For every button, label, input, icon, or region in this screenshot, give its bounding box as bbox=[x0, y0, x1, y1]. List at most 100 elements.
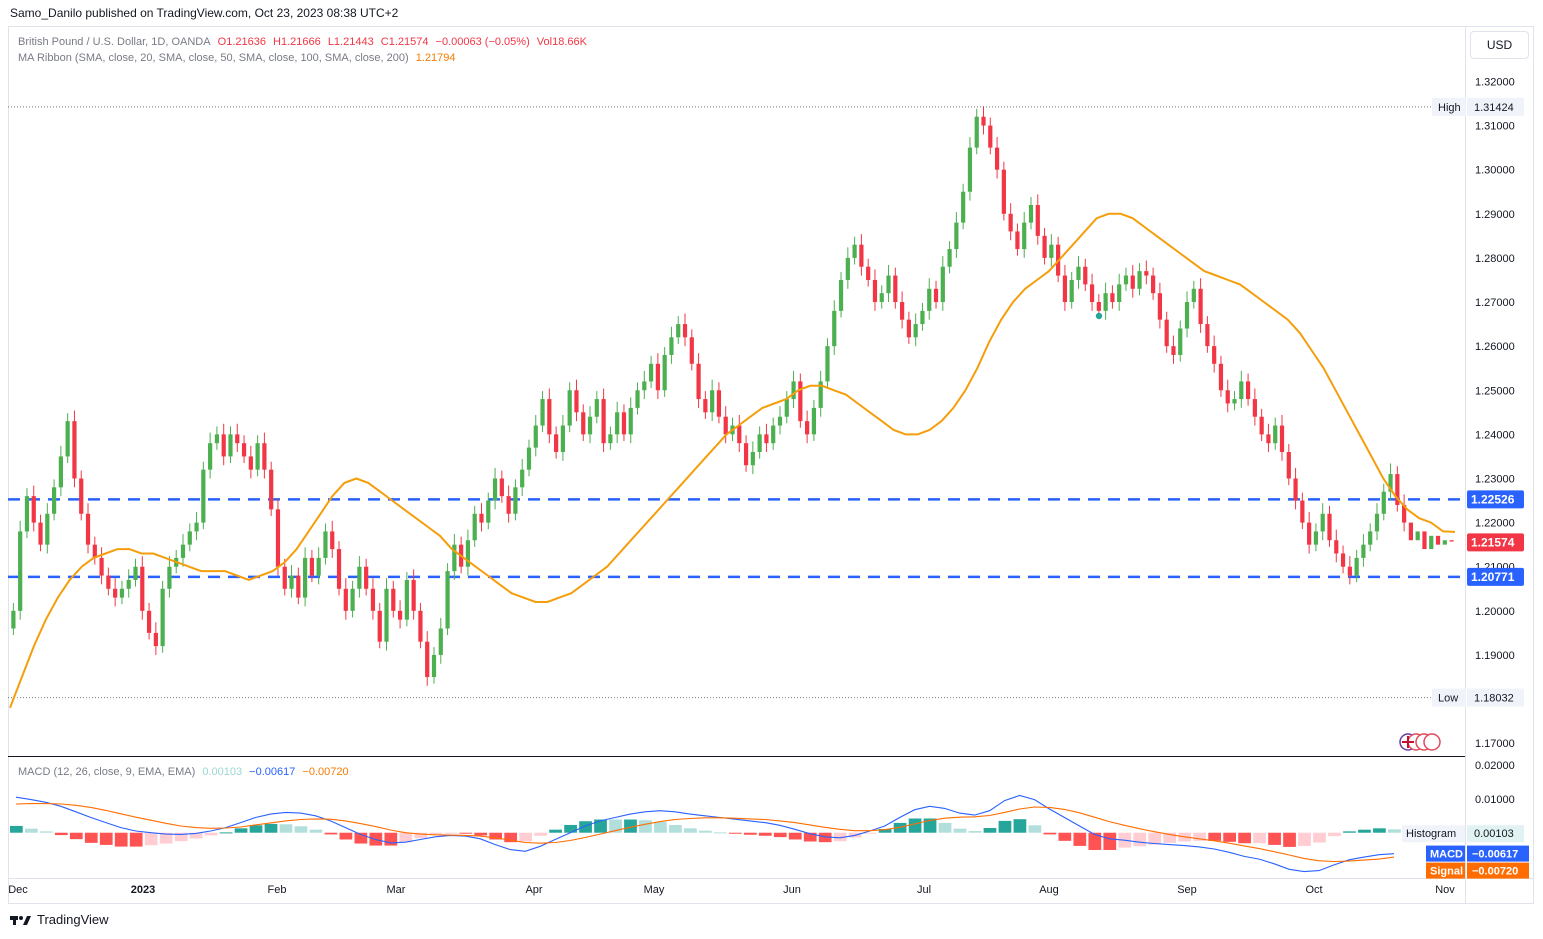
macd-histogram-bar bbox=[414, 832, 428, 839]
candle-body bbox=[214, 434, 220, 444]
candle-body bbox=[1442, 540, 1447, 545]
macd-histogram-bar bbox=[923, 818, 937, 833]
symbol-name[interactable]: British Pound / U.S. Dollar, 1D, OANDA bbox=[18, 36, 211, 48]
ma-legend: MA Ribbon (SMA, close, 20, SMA, close, 5… bbox=[18, 52, 460, 64]
last-price-badge-value: 1.21574 bbox=[1471, 535, 1515, 549]
extreme-value: 1.31424 bbox=[1474, 102, 1514, 114]
candle-body bbox=[723, 416, 728, 435]
y-tick-label: 1.28000 bbox=[1475, 253, 1515, 265]
candle-body bbox=[689, 337, 694, 364]
candle-body bbox=[947, 249, 952, 267]
candle-body bbox=[377, 610, 382, 642]
candle-body bbox=[1022, 222, 1027, 250]
candle-body bbox=[160, 588, 165, 647]
candle-body bbox=[248, 456, 253, 470]
candle-body bbox=[45, 513, 50, 545]
support-badge-bg bbox=[1467, 567, 1524, 586]
macd-histogram-bar bbox=[429, 832, 443, 835]
macd-histogram-bar bbox=[564, 824, 577, 833]
candle-body bbox=[99, 557, 104, 576]
macd-histogram-bar bbox=[279, 824, 293, 833]
macd-label[interactable]: MACD (12, 26, close, 9, EMA, EMA) bbox=[18, 766, 196, 778]
macd-histogram-bar bbox=[114, 832, 128, 847]
candle-body bbox=[343, 588, 348, 611]
macd-histogram-bar bbox=[1058, 832, 1072, 841]
candle-body bbox=[757, 434, 762, 453]
currency-button[interactable]: USD bbox=[1470, 31, 1529, 59]
candle-body bbox=[1347, 566, 1352, 576]
symbol-legend: British Pound / U.S. Dollar, 1D, OANDA O… bbox=[18, 36, 591, 48]
candle-body bbox=[974, 116, 979, 148]
macd-histogram-bar bbox=[833, 832, 847, 842]
candle-body bbox=[1218, 363, 1224, 391]
candle-body bbox=[506, 496, 511, 514]
candle-body bbox=[994, 147, 1000, 170]
candle-body bbox=[18, 531, 23, 611]
macd-histogram-bar bbox=[878, 829, 892, 833]
candle-body bbox=[886, 275, 891, 294]
macd-histogram-bar bbox=[1193, 832, 1207, 841]
macd-histogram-bar bbox=[99, 832, 113, 845]
candle-body bbox=[648, 363, 654, 382]
candle-body bbox=[1184, 302, 1190, 329]
candle-body bbox=[574, 390, 579, 413]
candle-body bbox=[24, 496, 30, 532]
macd-histogram-bar bbox=[504, 832, 518, 843]
candle-body bbox=[635, 390, 640, 408]
ma-label[interactable]: MA Ribbon (SMA, close, 20, SMA, close, 5… bbox=[18, 52, 409, 64]
candle-body bbox=[1449, 540, 1454, 542]
tradingview-logo[interactable]: TradingView bbox=[10, 912, 109, 927]
open-value: O1.21636 bbox=[217, 36, 266, 48]
candle-body bbox=[710, 390, 715, 413]
x-tick-label: Sep bbox=[1177, 884, 1197, 896]
macd-histogram-bar bbox=[1043, 832, 1057, 835]
candle-body bbox=[404, 579, 409, 620]
candle-body bbox=[431, 654, 437, 678]
macd-histogram-bar bbox=[369, 832, 383, 846]
candle-body bbox=[418, 610, 423, 642]
macd-histogram-bar bbox=[10, 825, 23, 833]
candle-body bbox=[798, 381, 803, 422]
candle-body bbox=[1273, 425, 1278, 444]
macd-histogram-bar bbox=[699, 830, 712, 833]
candle-body bbox=[866, 266, 871, 280]
candle-body bbox=[228, 434, 233, 457]
y-tick-label: 1.18000 bbox=[1475, 694, 1515, 706]
macd-histogram-bar bbox=[519, 832, 533, 842]
candle-body bbox=[1327, 513, 1332, 541]
candle-body bbox=[140, 566, 145, 611]
y-tick-label: 1.30000 bbox=[1475, 165, 1515, 177]
high-value: H1.21666 bbox=[273, 36, 321, 48]
macd-histogram-bar bbox=[489, 832, 503, 840]
macd-histogram-bar bbox=[1358, 829, 1371, 833]
candle-body bbox=[479, 513, 484, 523]
candle-body bbox=[486, 500, 491, 523]
candle-body bbox=[79, 478, 84, 514]
candle-body bbox=[357, 566, 362, 589]
candle-body bbox=[608, 434, 613, 444]
macd-histogram-bar bbox=[1328, 832, 1341, 837]
candle-body bbox=[920, 310, 925, 325]
candle-body bbox=[445, 571, 450, 629]
macd-histogram-bar bbox=[459, 832, 473, 834]
histogram-value: 0.00103 bbox=[1474, 828, 1514, 840]
y-tick-label: 1.26000 bbox=[1475, 341, 1515, 353]
candle-body bbox=[275, 509, 281, 567]
candle-body bbox=[208, 443, 213, 470]
candle-body bbox=[350, 588, 355, 611]
candle-body bbox=[628, 407, 633, 435]
candle-body bbox=[92, 544, 97, 558]
candle-body bbox=[438, 628, 443, 655]
signal-line bbox=[15, 803, 1395, 863]
x-tick-label: Dec bbox=[8, 884, 28, 896]
y-tick-label: 1.29000 bbox=[1475, 209, 1515, 221]
x-tick-label: Feb bbox=[268, 884, 287, 896]
candle-body bbox=[1130, 275, 1135, 289]
resistance-badge-value: 1.22526 bbox=[1471, 492, 1515, 506]
candle-body bbox=[554, 434, 559, 453]
y-tick-label: 1.17000 bbox=[1475, 738, 1515, 750]
macd-histogram-bar bbox=[324, 832, 338, 835]
candle-body bbox=[1151, 275, 1156, 294]
macd-histogram-bar bbox=[953, 828, 967, 833]
